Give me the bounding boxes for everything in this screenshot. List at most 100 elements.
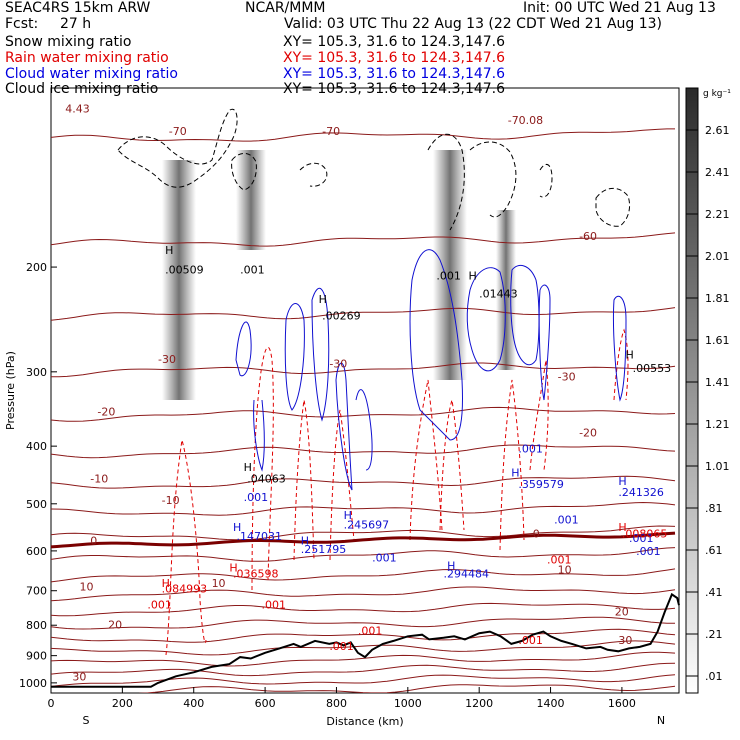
ice-contour bbox=[595, 187, 631, 227]
y-tick-label: 1000 bbox=[19, 677, 47, 690]
colorbar-level-label: 1.01 bbox=[705, 460, 730, 473]
cloud-label: .359579 bbox=[518, 478, 564, 491]
temperature-contour bbox=[51, 674, 676, 687]
cloud-label: .001 bbox=[629, 532, 654, 545]
temperature-label: -60 bbox=[579, 230, 597, 243]
ice-label: H bbox=[625, 349, 633, 362]
temperature-contour bbox=[51, 406, 676, 422]
cloud-contour bbox=[466, 267, 506, 372]
y-tick-label: 800 bbox=[26, 619, 47, 632]
y-axis-title: Pressure (hPa) bbox=[4, 351, 17, 430]
rain-contour bbox=[251, 346, 274, 591]
cloud-water-contours bbox=[235, 249, 627, 491]
temperature-label: 20 bbox=[108, 618, 122, 631]
y-tick-label: 400 bbox=[26, 440, 47, 453]
init-time: Init: 00 UTC Wed 21 Aug 13 bbox=[523, 0, 716, 16]
cloud-contour bbox=[235, 321, 252, 377]
rain-label: H bbox=[618, 521, 626, 534]
cloud-contour bbox=[612, 295, 627, 402]
temperature-label: -20 bbox=[97, 405, 115, 418]
temperature-contour bbox=[51, 362, 676, 378]
cloud-label: .001 bbox=[636, 545, 661, 558]
field-xy-cloud: XY= 105.3, 31.6 to 124.3,147.6 bbox=[283, 66, 506, 82]
colorbar-level-label: 2.41 bbox=[705, 166, 730, 179]
temperature-label: -20 bbox=[579, 426, 597, 439]
cloud-label: H bbox=[233, 521, 241, 534]
temperature-contour bbox=[51, 444, 676, 459]
x-tick-label: 1000 bbox=[394, 697, 422, 710]
temperature-contour bbox=[51, 501, 676, 516]
cloud-label: H bbox=[447, 560, 455, 573]
temperature-label: -70 bbox=[322, 125, 340, 138]
cloud-contour bbox=[335, 362, 353, 491]
plot-frame bbox=[50, 87, 680, 694]
ice-contour bbox=[231, 153, 257, 191]
south-label: S bbox=[83, 714, 90, 727]
colorbar-level-label: 1.61 bbox=[705, 334, 730, 347]
ice-label: .001 bbox=[436, 270, 461, 283]
x-tick-label: 1400 bbox=[537, 697, 565, 710]
cloud-contour bbox=[253, 399, 265, 472]
cloud-label: H bbox=[511, 467, 519, 480]
rain-label: .001 bbox=[358, 625, 383, 638]
colorbar-level-label: 1.81 bbox=[705, 292, 730, 305]
y-tick-label: 900 bbox=[26, 650, 47, 663]
cloud-contour bbox=[409, 249, 463, 441]
temperature-label: 30 bbox=[72, 670, 86, 683]
snow-plume bbox=[496, 210, 516, 370]
ice-label: .001 bbox=[240, 263, 265, 276]
snow-plume bbox=[236, 150, 266, 250]
field-xy-ice: XY= 105.3, 31.6 to 124.3,147.6 bbox=[283, 81, 506, 97]
rain-label: .001 bbox=[147, 599, 172, 612]
field-name-snow: Snow mixing ratio bbox=[5, 34, 132, 50]
temperature-contour bbox=[51, 586, 676, 602]
ice-label: H bbox=[319, 293, 327, 306]
cloud-label: .245697 bbox=[344, 518, 390, 531]
colorbar-level-label: 2.21 bbox=[705, 208, 730, 221]
temperature-contour bbox=[51, 475, 676, 489]
temperature-contour bbox=[51, 602, 676, 617]
temperature-contour bbox=[98, 684, 676, 693]
temperature-contour bbox=[51, 628, 676, 643]
center-label: NCAR/MMM bbox=[245, 0, 326, 16]
temperature-label: -30 bbox=[329, 357, 347, 370]
snow-plume bbox=[162, 160, 196, 400]
rain-contour bbox=[613, 328, 629, 401]
snow-label: .04063 bbox=[247, 472, 286, 485]
rain-contour bbox=[293, 399, 315, 561]
ice-label: .00509 bbox=[165, 263, 204, 276]
colorbar-unit: g kg⁻¹ bbox=[703, 89, 731, 99]
colorbar-ramp bbox=[685, 87, 699, 694]
temperature-contour bbox=[51, 232, 676, 247]
contour-labels: 4.43 -70 -70 -70.08 -60 -30 -30 -30 -20 -20 -10 -10… bbox=[65, 103, 671, 684]
temperature-contour bbox=[51, 568, 676, 583]
ice-contour bbox=[117, 108, 238, 188]
colorbar-level-label: 2.01 bbox=[705, 250, 730, 263]
temperature-label: 10 bbox=[80, 581, 94, 594]
temperature-label: 20 bbox=[615, 605, 629, 618]
cloud-label: .001 bbox=[244, 491, 269, 504]
x-tick-label: 200 bbox=[112, 697, 133, 710]
x-tick-label: 0 bbox=[48, 697, 55, 710]
colorbar-level-label: .61 bbox=[705, 544, 723, 557]
ice-contour bbox=[427, 133, 465, 231]
y-tick-label: 600 bbox=[26, 545, 47, 558]
cloud-label: .001 bbox=[372, 551, 397, 564]
temperature-label: -10 bbox=[90, 472, 108, 485]
rain-contour bbox=[409, 379, 443, 541]
rain-contours bbox=[165, 328, 629, 656]
temperature-label: -70 bbox=[169, 125, 187, 138]
cloud-label: H bbox=[301, 534, 309, 547]
forecast-value: 27 h bbox=[60, 16, 92, 32]
cloud-contour bbox=[355, 389, 373, 471]
cloud-label: H bbox=[344, 509, 352, 522]
rain-label: .001 bbox=[547, 554, 572, 567]
x-tick-label: 600 bbox=[255, 697, 276, 710]
rain-contour bbox=[499, 379, 525, 551]
cloud-label: H bbox=[618, 475, 626, 488]
rain-label: .036598 bbox=[233, 567, 279, 580]
rain-label: .001 bbox=[518, 634, 543, 647]
y-tick-label: 700 bbox=[26, 585, 47, 598]
cloud-label: .241326 bbox=[618, 486, 664, 499]
